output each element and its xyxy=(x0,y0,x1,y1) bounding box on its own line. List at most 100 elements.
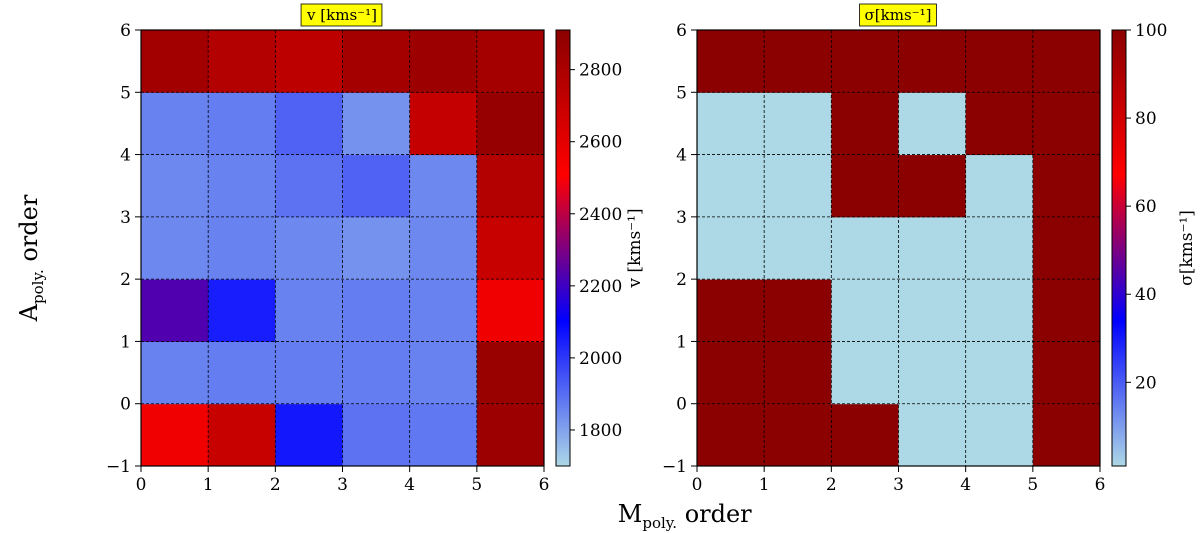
velocity-x-tick-label: 3 xyxy=(337,475,348,495)
velocity-x-tick-label: 5 xyxy=(471,475,482,495)
dispersion-y-tick-label: 2 xyxy=(676,270,687,290)
dispersion-colorbar-tick-label: 80 xyxy=(1135,109,1157,129)
dispersion-cell xyxy=(764,154,832,218)
velocity-colorbar-tick-label: 2800 xyxy=(579,61,622,81)
dispersion-cell xyxy=(1032,216,1101,280)
velocity-colorbar-tick-label: 2400 xyxy=(579,205,622,225)
x-axis-title-rest: order xyxy=(677,500,752,528)
velocity-colorbar-tick-label: 2000 xyxy=(579,349,622,369)
dispersion-x-tick-label: 3 xyxy=(893,475,904,495)
velocity-cell xyxy=(275,279,343,342)
velocity-grid-lines xyxy=(141,30,544,466)
velocity-cell xyxy=(141,30,209,93)
velocity-colorbar: 1800 2000 2200 2400 2600 2800 v [kms⁻¹] xyxy=(555,29,645,467)
dispersion-x-tick-label: 1 xyxy=(759,475,770,495)
dispersion-cell xyxy=(764,341,832,405)
dispersion-cell xyxy=(965,30,1034,93)
dispersion-x-tick-label: 0 xyxy=(692,475,703,495)
velocity-cell xyxy=(409,216,478,280)
velocity-cell xyxy=(476,403,545,467)
x-axis-title-main: M xyxy=(618,500,643,528)
dispersion-cell xyxy=(898,154,967,218)
velocity-cell xyxy=(409,403,478,467)
velocity-colorbar-tick-label: 2600 xyxy=(579,133,622,153)
dispersion-cell xyxy=(831,279,899,342)
velocity-x-tick-label: 0 xyxy=(136,475,147,495)
dispersion-cell xyxy=(831,92,899,156)
dispersion-y-tick-label: 3 xyxy=(676,208,687,228)
dispersion-cell xyxy=(831,216,899,280)
dispersion-cell xyxy=(697,30,765,93)
dispersion-y-tick-label: −1 xyxy=(662,457,687,477)
velocity-title-text: v [kms⁻¹] xyxy=(306,6,377,24)
velocity-cell xyxy=(476,279,545,342)
velocity-cell xyxy=(141,92,209,156)
velocity-cell xyxy=(342,216,411,280)
velocity-y-tick-label: 5 xyxy=(120,83,131,103)
velocity-x-tick-label: 4 xyxy=(404,475,415,495)
dispersion-y-tick-label: 1 xyxy=(676,332,687,352)
velocity-cell xyxy=(208,216,276,280)
velocity-y-tick-label: 1 xyxy=(120,332,131,352)
dispersion-cell xyxy=(1032,279,1101,342)
dispersion-cell xyxy=(965,92,1034,156)
dispersion-cell xyxy=(831,403,899,467)
velocity-colorbar-tick-label: 2200 xyxy=(579,277,622,297)
velocity-cell xyxy=(409,92,478,156)
dispersion-cell xyxy=(697,403,765,467)
velocity-cell xyxy=(208,92,276,156)
velocity-cell xyxy=(208,30,276,93)
velocity-cell xyxy=(409,154,478,218)
dispersion-y-tick-label: 0 xyxy=(676,395,687,415)
velocity-colorbar-gradient xyxy=(555,29,571,467)
x-axis-title-sub: poly. xyxy=(642,514,677,532)
dispersion-cell xyxy=(898,403,967,467)
y-axis-title-main: A xyxy=(15,303,43,322)
velocity-cell xyxy=(342,341,411,405)
velocity-cell xyxy=(208,279,276,342)
velocity-cell xyxy=(208,403,276,467)
velocity-y-tick-label: 0 xyxy=(120,395,131,415)
velocity-title: v [kms⁻¹] xyxy=(300,3,383,27)
velocity-cell xyxy=(275,92,343,156)
velocity-cell xyxy=(342,30,411,93)
velocity-cell xyxy=(141,341,209,405)
velocity-cell xyxy=(342,154,411,218)
velocity-cell xyxy=(275,403,343,467)
dispersion-cell xyxy=(764,403,832,467)
velocity-y-tick-label: 6 xyxy=(120,21,131,41)
dispersion-title-background xyxy=(859,3,937,27)
dispersion-colorbar-tick-label: 100 xyxy=(1135,21,1167,41)
velocity-colorbar-tick-label: 1800 xyxy=(579,421,622,441)
velocity-cell xyxy=(275,341,343,405)
y-axis-title-sub: poly. xyxy=(29,269,47,304)
dispersion-cell xyxy=(831,154,899,218)
dispersion-x-tick-label: 4 xyxy=(960,475,971,495)
velocity-cell xyxy=(141,216,209,280)
velocity-cell xyxy=(208,154,276,218)
x-axis-title: Mpoly. order xyxy=(618,500,752,532)
dispersion-cell xyxy=(697,279,765,342)
velocity-title-background xyxy=(300,3,383,27)
velocity-x-tick-label: 6 xyxy=(539,475,550,495)
dispersion-cell xyxy=(965,216,1034,280)
velocity-cell xyxy=(409,279,478,342)
velocity-cell xyxy=(476,30,545,93)
velocity-cell xyxy=(275,154,343,218)
dispersion-cell xyxy=(965,279,1034,342)
dispersion-cell xyxy=(898,341,967,405)
dispersion-colorbar-tick-label: 20 xyxy=(1135,373,1157,393)
velocity-cell xyxy=(342,279,411,342)
velocity-y-tick-label: 3 xyxy=(120,208,131,228)
velocity-cell xyxy=(342,92,411,156)
dispersion-cell xyxy=(965,403,1034,467)
velocity-cell xyxy=(409,30,478,93)
velocity-cell xyxy=(141,154,209,218)
dispersion-cell xyxy=(898,216,967,280)
dispersion-cell xyxy=(697,92,765,156)
velocity-y-tick-label: 2 xyxy=(120,270,131,290)
dispersion-cell xyxy=(965,341,1034,405)
